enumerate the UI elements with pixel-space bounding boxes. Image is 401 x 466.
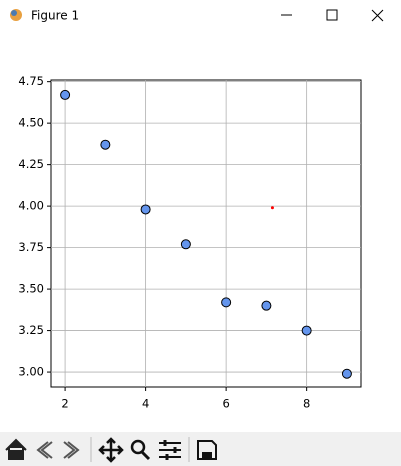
point	[60, 89, 71, 100]
pan-button[interactable]	[98, 437, 124, 463]
point	[301, 325, 312, 336]
y-tick-label: 3.00	[18, 365, 44, 379]
x-tick-label: 8	[303, 397, 310, 411]
point	[341, 368, 352, 379]
zoom-handle	[140, 450, 151, 461]
plot: 3.00 3.25 3.50 3.75 4.00 4.25 4.50 4.75 2 4 6 8	[18, 74, 361, 411]
y-tick-label: 4.75	[18, 74, 44, 88]
point	[140, 204, 151, 215]
point	[270, 206, 274, 210]
y-tick-label: 4.50	[18, 116, 44, 130]
title-bar: Figure 1	[10, 9, 384, 23]
configure-button[interactable]	[159, 442, 181, 458]
configure-sliders	[163, 440, 177, 460]
point	[221, 297, 232, 308]
forward-button[interactable]	[63, 441, 80, 459]
point	[261, 300, 272, 311]
toolbar-background	[0, 432, 401, 466]
home-button[interactable]	[5, 438, 27, 460]
close-button[interactable]	[371, 9, 384, 22]
x-tick-label: 4	[142, 397, 149, 411]
x-tick-label: 6	[222, 397, 229, 411]
zoom-button[interactable]	[130, 439, 146, 455]
toolbar	[0, 432, 401, 466]
back-button[interactable]	[36, 441, 53, 459]
x-tick-label: 2	[61, 397, 68, 411]
window-title: Figure 1	[31, 9, 79, 23]
save-button[interactable]	[197, 440, 217, 460]
save-icon-label	[202, 452, 212, 459]
point	[100, 139, 111, 150]
y-tick-label: 3.25	[18, 323, 44, 337]
y-tick-label: 4.00	[18, 199, 44, 213]
y-tick-label: 3.50	[18, 282, 44, 296]
app-icon-inner	[11, 10, 17, 16]
y-tick-label: 4.25	[18, 157, 44, 171]
point	[180, 239, 191, 250]
y-tick-label: 3.75	[18, 240, 44, 254]
maximize-button[interactable]	[326, 9, 338, 21]
axes-frame	[50, 79, 362, 388]
